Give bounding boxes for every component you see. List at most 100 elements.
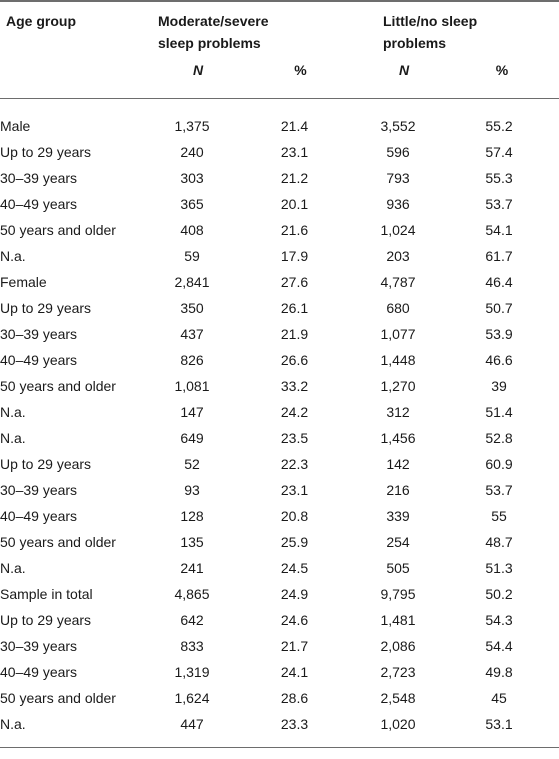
table-row: Female 2,841 27.6 4,787 46.4: [0, 269, 559, 295]
cell-pct-moderate: 21.7: [280, 638, 309, 654]
table-row: 40–49 years 128 20.8 339 55: [0, 503, 559, 529]
cell-pct-moderate: 26.6: [280, 352, 309, 368]
subheader-n-1: N: [192, 62, 204, 78]
cell-pct-moderate: 21.4: [280, 118, 309, 134]
cell-n-little: 339: [386, 508, 410, 524]
table-row: 50 years and older 408 21.6 1,024 54.1: [0, 217, 559, 243]
row-label: N.a.: [0, 716, 26, 732]
cell-pct-moderate: 17.9: [280, 248, 309, 264]
cell-pct-moderate: 24.1: [280, 664, 309, 680]
cell-n-little: 1,270: [380, 378, 416, 394]
table-row: Male 1,375 21.4 3,552 55.2: [0, 113, 559, 139]
table-row: N.a. 649 23.5 1,456 52.8: [0, 425, 559, 451]
table-row: Sample in total 4,865 24.9 9,795 50.2: [0, 581, 559, 607]
cell-pct-moderate: 21.9: [280, 326, 309, 342]
cell-n-little: 505: [386, 560, 410, 576]
table-row: Up to 29 years 642 24.6 1,481 54.3: [0, 607, 559, 633]
cell-n-moderate: 447: [180, 716, 204, 732]
header-moderate-severe-line2: sleep problems: [158, 35, 261, 51]
cell-pct-moderate: 20.1: [280, 196, 309, 212]
row-label: N.a.: [0, 560, 26, 576]
cell-n-moderate: 649: [180, 430, 204, 446]
cell-pct-little: 51.3: [485, 560, 513, 576]
row-label: 30–39 years: [0, 170, 78, 186]
row-label: Up to 29 years: [0, 456, 92, 472]
row-label: N.a.: [0, 248, 26, 264]
cell-pct-little: 57.4: [485, 144, 513, 160]
cell-n-moderate: 4,865: [174, 586, 210, 602]
cell-pct-moderate: 23.5: [280, 430, 309, 446]
row-label: Sample in total: [0, 586, 93, 602]
cell-pct-little: 49.8: [485, 664, 513, 680]
cell-n-little: 142: [386, 456, 410, 472]
cell-n-moderate: 241: [180, 560, 204, 576]
cell-pct-little: 60.9: [485, 456, 513, 472]
cell-pct-moderate: 26.1: [280, 300, 309, 316]
table-row: N.a. 241 24.5 505 51.3: [0, 555, 559, 581]
row-label: Up to 29 years: [0, 612, 92, 628]
cell-pct-little: 54.4: [485, 638, 513, 654]
cell-pct-little: 48.7: [485, 534, 513, 550]
cell-n-little: 254: [386, 534, 410, 550]
cell-pct-moderate: 27.6: [280, 274, 309, 290]
cell-n-little: 680: [386, 300, 410, 316]
cell-n-little: 2,548: [380, 690, 416, 706]
cell-n-little: 216: [386, 482, 410, 498]
cell-pct-little: 46.6: [485, 352, 513, 368]
table-row: 50 years and older 1,624 28.6 2,548 45: [0, 685, 559, 711]
cell-pct-little: 39: [491, 378, 507, 394]
cell-n-little: 312: [386, 404, 410, 420]
table-row: 30–39 years 437 21.9 1,077 53.9: [0, 321, 559, 347]
table-row: 50 years and older 135 25.9 254 48.7: [0, 529, 559, 555]
header-rule: [0, 98, 559, 99]
cell-n-moderate: 1,624: [174, 690, 210, 706]
table-row: N.a. 147 24.2 312 51.4: [0, 399, 559, 425]
cell-n-moderate: 240: [180, 144, 204, 160]
table-row: 30–39 years 833 21.7 2,086 54.4: [0, 633, 559, 659]
cell-pct-little: 55.2: [485, 118, 513, 134]
cell-n-little: 4,787: [380, 274, 416, 290]
cell-pct-moderate: 22.3: [280, 456, 309, 472]
row-label: 40–49 years: [0, 508, 78, 524]
row-label: 40–49 years: [0, 196, 78, 212]
cell-n-moderate: 1,375: [174, 118, 210, 134]
top-rule: [0, 0, 559, 2]
table-row: N.a. 447 23.3 1,020 53.1: [0, 711, 559, 737]
row-label: N.a.: [0, 404, 26, 420]
table-row: 30–39 years 303 21.2 793 55.3: [0, 165, 559, 191]
cell-pct-little: 54.1: [485, 222, 513, 238]
table-row: Up to 29 years 52 22.3 142 60.9: [0, 451, 559, 477]
row-label: 50 years and older: [0, 378, 116, 394]
cell-n-moderate: 642: [180, 612, 204, 628]
cell-n-moderate: 52: [184, 456, 200, 472]
table-body: Male 1,375 21.4 3,552 55.2 Up to 29 years 240 2…: [0, 113, 559, 737]
cell-n-moderate: 408: [180, 222, 204, 238]
cell-pct-little: 61.7: [485, 248, 513, 264]
row-label: 30–39 years: [0, 482, 78, 498]
cell-n-moderate: 59: [184, 248, 200, 264]
table-row: 40–49 years 1,319 24.1 2,723 49.8: [0, 659, 559, 685]
cell-n-little: 3,552: [380, 118, 416, 134]
row-label: Female: [0, 274, 47, 290]
cell-n-moderate: 147: [180, 404, 204, 420]
cell-n-little: 1,481: [380, 612, 416, 628]
cell-pct-moderate: 20.8: [280, 508, 309, 524]
cell-pct-little: 54.3: [485, 612, 513, 628]
cell-n-moderate: 826: [180, 352, 204, 368]
row-label: 30–39 years: [0, 638, 78, 654]
table-row: Up to 29 years 350 26.1 680 50.7: [0, 295, 559, 321]
cell-n-moderate: 833: [180, 638, 204, 654]
cell-n-moderate: 303: [180, 170, 204, 186]
subheader-pct-1: %: [294, 62, 307, 78]
cell-n-moderate: 135: [180, 534, 204, 550]
table-row: Up to 29 years 240 23.1 596 57.4: [0, 139, 559, 165]
cell-pct-little: 52.8: [485, 430, 513, 446]
cell-pct-little: 51.4: [485, 404, 513, 420]
cell-pct-moderate: 23.1: [280, 144, 309, 160]
row-label: N.a.: [0, 430, 26, 446]
row-label: Up to 29 years: [0, 144, 92, 160]
header-moderate-severe: Moderate/severe sleep problems: [158, 10, 269, 54]
header-little-no: Little/no sleep problems: [383, 10, 477, 54]
row-label: Up to 29 years: [0, 300, 92, 316]
cell-pct-moderate: 23.1: [280, 482, 309, 498]
